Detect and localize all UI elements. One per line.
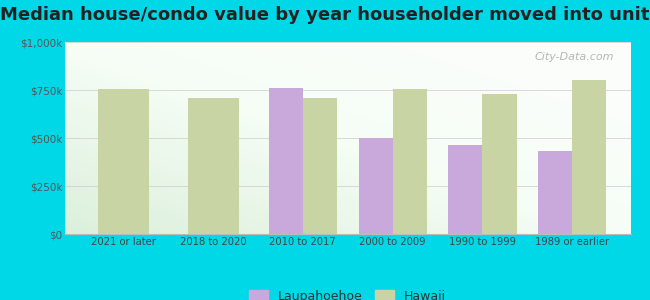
- Bar: [572, 80, 606, 234]
- Bar: [572, 80, 606, 234]
- Bar: [303, 98, 337, 234]
- Bar: [448, 145, 482, 234]
- Bar: [482, 94, 517, 234]
- Bar: [98, 89, 149, 234]
- Bar: [393, 89, 427, 234]
- Bar: [393, 89, 427, 234]
- Bar: [98, 89, 149, 234]
- Text: City-Data.com: City-Data.com: [534, 52, 614, 61]
- Bar: [482, 94, 517, 234]
- Legend: Laupahoehoe, Hawaii: Laupahoehoe, Hawaii: [244, 285, 451, 300]
- Bar: [188, 98, 239, 234]
- Bar: [359, 138, 393, 234]
- Bar: [303, 98, 337, 234]
- Bar: [359, 138, 393, 234]
- Bar: [268, 88, 303, 234]
- Bar: [448, 145, 482, 234]
- Text: Median house/condo value by year householder moved into unit: Median house/condo value by year househo…: [0, 6, 650, 24]
- Bar: [268, 88, 303, 234]
- Bar: [538, 151, 572, 234]
- Bar: [188, 98, 239, 234]
- Bar: [538, 151, 572, 234]
